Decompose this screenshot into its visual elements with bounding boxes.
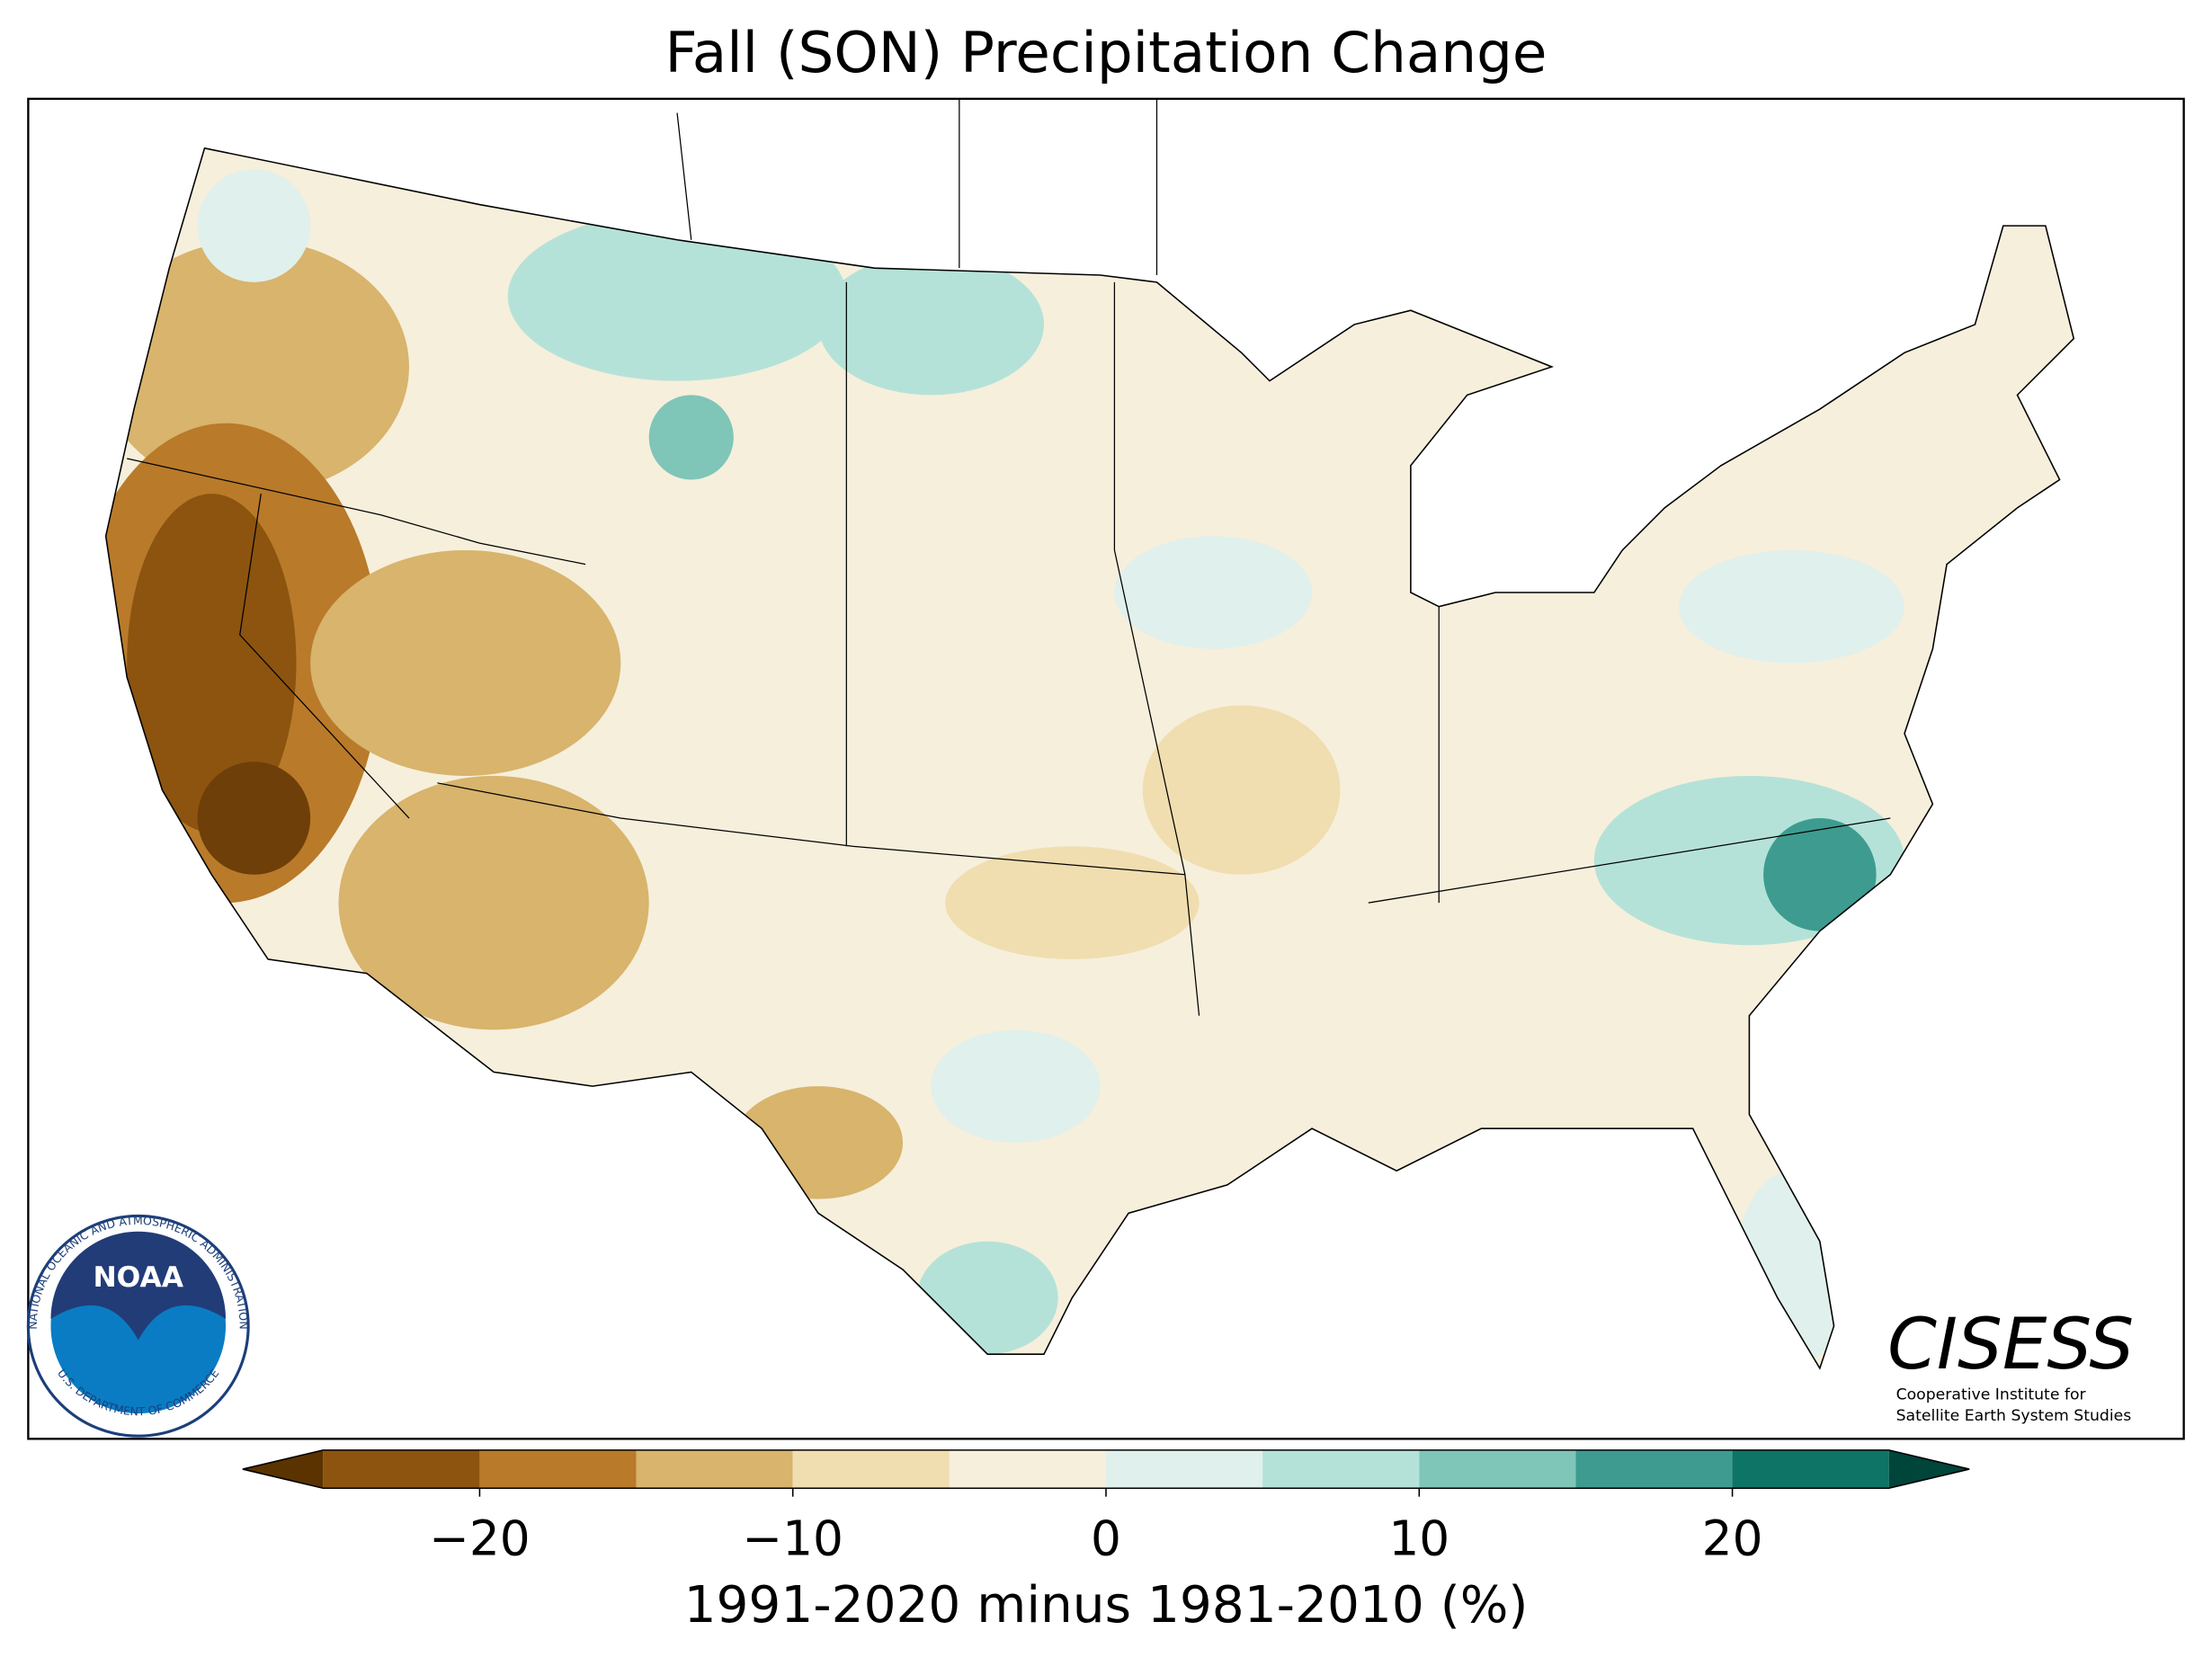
colorbar-tick-label: 20 bbox=[1702, 1510, 1763, 1567]
colorbar-bin bbox=[1419, 1449, 1576, 1489]
colorbar-bin bbox=[1106, 1449, 1263, 1489]
colorbar-label: 1991-2020 minus 1981-2010 (%) bbox=[684, 1576, 1529, 1635]
colorbar-bin bbox=[1575, 1449, 1733, 1489]
colorbar-bin bbox=[323, 1449, 480, 1489]
colorbar-outline bbox=[242, 1449, 1970, 1490]
noaa-logo: NOAA NATIONAL OCEANIC AND ATMOSPHERIC AD… bbox=[26, 1214, 251, 1438]
map-title: Fall (SON) Precipitation Change bbox=[664, 20, 1547, 85]
colorbar-bin bbox=[479, 1449, 637, 1489]
cisess-name: CISESS bbox=[1887, 1304, 2134, 1385]
colorbar-bin bbox=[792, 1449, 950, 1489]
noaa-name: NOAA bbox=[93, 1261, 183, 1294]
colorbar-tick-label: 0 bbox=[1091, 1510, 1121, 1567]
cisess-line2: Satellite Earth System Studies bbox=[1896, 1407, 2132, 1425]
cisess-logo: CISESS Cooperative Institute for Satelli… bbox=[1887, 1304, 2134, 1425]
colorbar-bin bbox=[949, 1449, 1106, 1489]
colorbar-tick-label: −10 bbox=[742, 1510, 843, 1567]
colorbar-over bbox=[1888, 1449, 1970, 1489]
colorbar-tick-label: −20 bbox=[429, 1510, 531, 1567]
colorbar-bin bbox=[1262, 1449, 1420, 1489]
colorbar-under bbox=[242, 1449, 324, 1489]
colorbar-bin bbox=[636, 1449, 793, 1489]
colorbar-tick-label: 10 bbox=[1388, 1510, 1449, 1567]
state-lines bbox=[127, 98, 1891, 1016]
cisess-line1: Cooperative Institute for bbox=[1896, 1385, 2087, 1403]
colorbar-bin bbox=[1732, 1449, 1889, 1489]
